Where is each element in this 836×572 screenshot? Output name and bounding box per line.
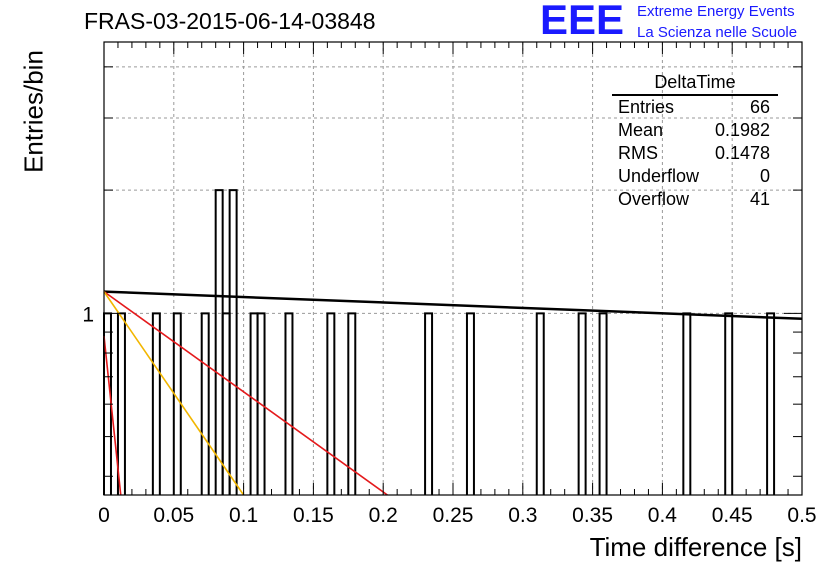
histogram-bar [200, 312, 210, 495]
y-axis-label: Entries/bin [18, 50, 49, 173]
histogram-bar [151, 312, 161, 495]
histogram-bar [172, 312, 182, 495]
fit-line [103, 290, 803, 321]
histogram-bar [347, 312, 357, 495]
stat-value: 0 [759, 166, 770, 186]
histogram-bar [424, 312, 434, 495]
stat-value: 0.1982 [714, 120, 770, 140]
x-tick-label: 0.2 [369, 504, 398, 527]
eee-logo: EEE [540, 0, 625, 43]
stat-row-underflow: Underflow 0 [612, 165, 778, 188]
axes [103, 41, 803, 496]
stat-row-rms: RMS 0.1478 [612, 142, 778, 165]
stat-label: RMS [618, 143, 658, 163]
fit-curves [103, 290, 803, 496]
x-tick-label: 0 [98, 504, 110, 527]
histogram-bar [284, 312, 294, 495]
stat-label: Mean [618, 120, 664, 140]
x-tick-label: 0.3 [508, 504, 537, 527]
x-tick-label: 0.25 [433, 504, 474, 527]
histogram-bar [465, 312, 475, 495]
histogram-bars [103, 189, 776, 495]
x-tick-label: 0.4 [648, 504, 678, 527]
x-tick-label: 0.05 [153, 504, 194, 527]
x-axis-label: Time difference [s] [589, 532, 802, 562]
fit-line [103, 290, 388, 496]
stat-value: 66 [749, 97, 770, 117]
histogram-bar [535, 312, 545, 495]
histogram-bar [228, 189, 238, 495]
fit-line [103, 335, 122, 496]
logo-line-2: La Scienza nelle Scuole [637, 24, 798, 41]
x-tick-label: 0.45 [712, 504, 753, 527]
x-tick-label: 0.35 [572, 504, 613, 527]
x-tick-label: 0.1 [229, 504, 258, 527]
stat-label: Underflow [618, 166, 700, 186]
stat-label: Entries [618, 97, 675, 117]
stat-row-entries: Entries 66 [612, 96, 778, 119]
histogram-bar [326, 312, 336, 495]
histogram-bar [256, 312, 266, 495]
x-tick-label: 0.15 [293, 504, 334, 527]
histogram-bar [598, 312, 608, 495]
stat-row-overflow: Overflow 41 [612, 188, 778, 211]
stats-title: DeltaTime [612, 72, 778, 96]
x-tick-label: 0.5 [787, 504, 816, 527]
histogram-bar [577, 312, 587, 495]
histogram-bar [214, 189, 224, 495]
tick-labels: 0 0.05 0.1 0.15 0.2 0.25 0.3 0.35 0.4 0.45 0.5 1 [82, 303, 816, 527]
fit-line [103, 291, 245, 496]
stat-value: 0.1478 [714, 143, 770, 163]
histogram-bar [249, 312, 259, 495]
histogram-bar [116, 312, 126, 495]
chart-title: FRAS-03-2015-06-14-03848 [84, 8, 376, 34]
stat-label: Overflow [618, 189, 690, 209]
stat-row-mean: Mean 0.1982 [612, 119, 778, 142]
stats-box: DeltaTime Entries 66 Mean 0.1982 RMS 0.1… [612, 72, 778, 211]
histogram-bar [724, 312, 734, 495]
y-tick-label: 1 [82, 303, 94, 326]
stat-value: 41 [749, 189, 770, 209]
logo-line-1: Extreme Energy Events [637, 3, 795, 20]
histogram-bar [221, 312, 231, 495]
histogram-bar [766, 312, 776, 495]
histogram-bar [682, 312, 692, 495]
